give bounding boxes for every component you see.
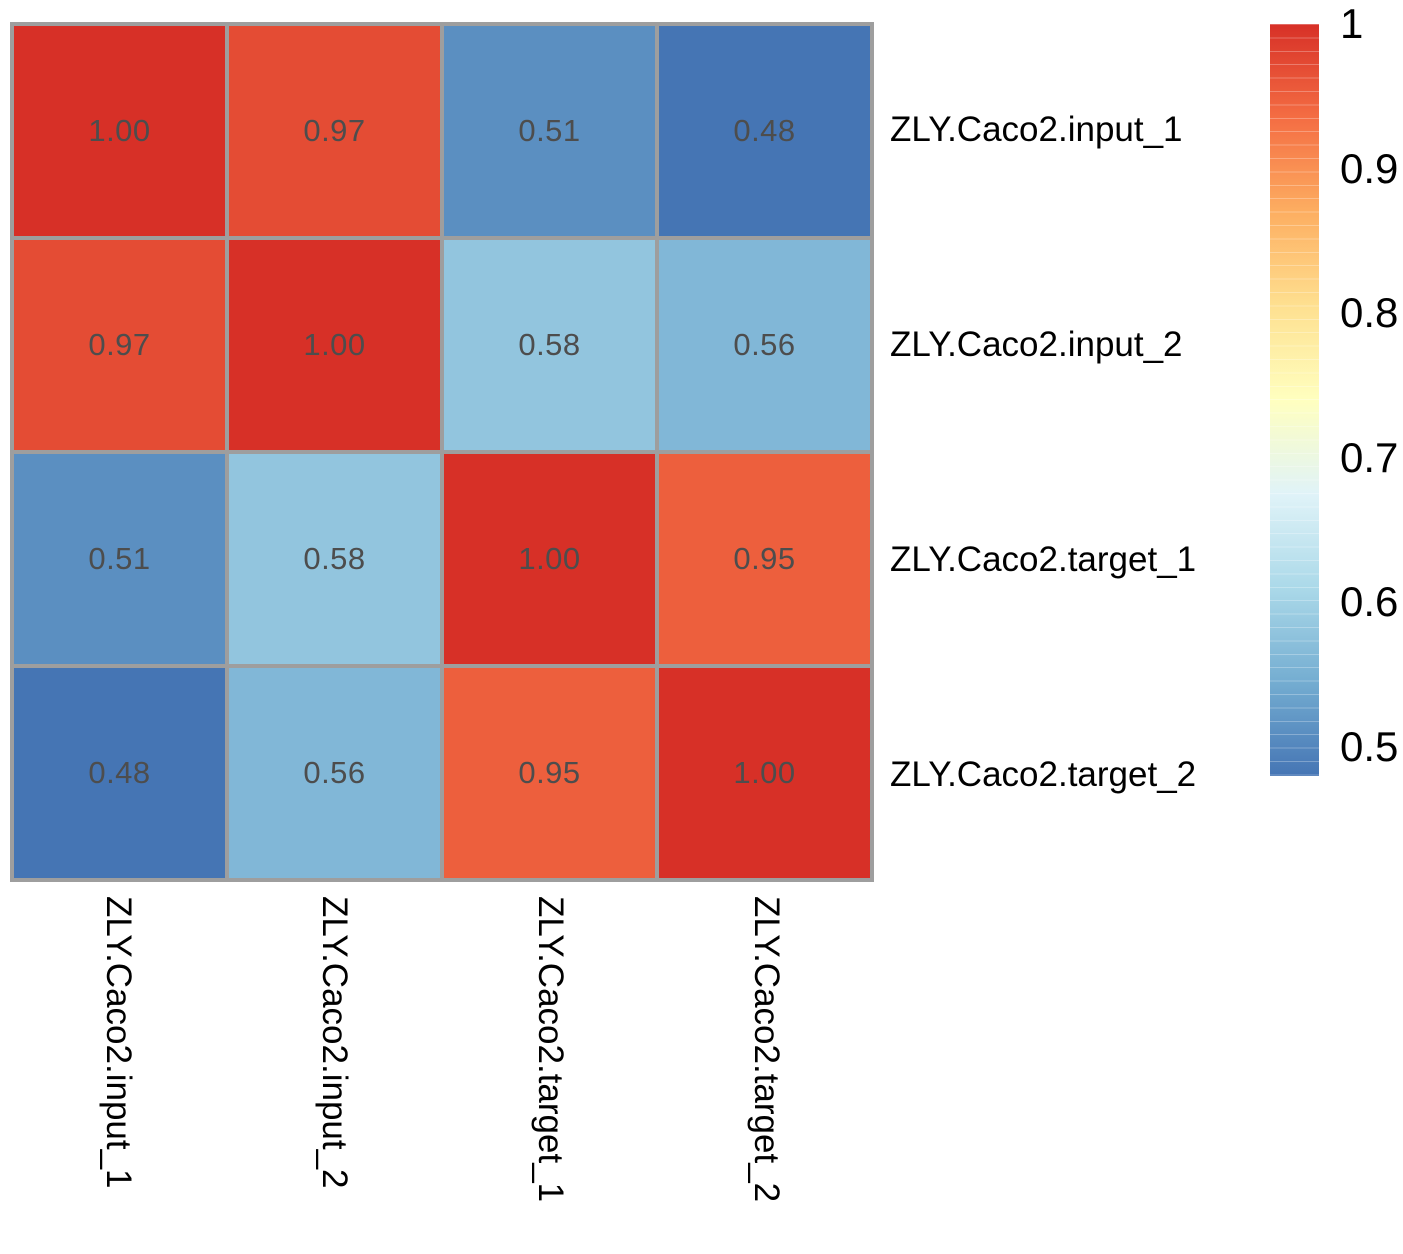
cell-value: 0.95 — [733, 541, 796, 576]
cell-value: 0.51 — [88, 541, 151, 576]
colorbar-gradient — [1270, 24, 1319, 776]
colorbar-tick-label: 0.8 — [1340, 289, 1399, 337]
column-label: ZLY.Caco2.input_1 — [99, 896, 138, 1189]
heatmap-cell: 0.56 — [229, 668, 440, 878]
column-label: ZLY.Caco2.target_2 — [747, 896, 786, 1203]
cell-value: 0.48 — [88, 755, 151, 790]
row-labels: ZLY.Caco2.input_1 ZLY.Caco2.input_2 ZLY.Ca… — [890, 22, 1260, 882]
cell-value: 0.95 — [518, 755, 581, 790]
row-label: ZLY.Caco2.target_1 — [890, 539, 1197, 579]
row-label: ZLY.Caco2.input_2 — [890, 324, 1183, 364]
heatmap-cell: 0.48 — [14, 668, 225, 878]
row-label: ZLY.Caco2.input_1 — [890, 109, 1183, 149]
cell-value: 0.51 — [518, 113, 581, 148]
heatmap-cell: 0.56 — [659, 240, 870, 450]
colorbar-tick-labels: 1 0.9 0.8 0.7 0.6 0.5 — [1340, 3, 1403, 776]
colorbar-tick-label: 1 — [1340, 0, 1364, 47]
cell-value: 0.48 — [733, 113, 796, 148]
colorbar-tick-label: 0.9 — [1340, 144, 1399, 192]
cell-value: 0.56 — [733, 327, 796, 362]
cell-value: 1.00 — [303, 327, 366, 362]
heatmap-cell: 1.00 — [444, 454, 655, 664]
heatmap-cell: 0.58 — [229, 454, 440, 664]
row-label: ZLY.Caco2.target_2 — [890, 754, 1197, 794]
cell-value: 1.00 — [733, 755, 796, 790]
colorbar-tick-label: 0.5 — [1340, 723, 1399, 771]
column-labels: ZLY.Caco2.input_1 ZLY.Caco2.input_2 ZLY.Ca… — [10, 896, 874, 1252]
column-label-slot: ZLY.Caco2.target_1 — [442, 896, 658, 1252]
heatmap-cell: 0.97 — [229, 26, 440, 236]
cell-value: 0.58 — [303, 541, 366, 576]
cell-value: 0.56 — [303, 755, 366, 790]
colorbar-segment-lines — [1270, 24, 1319, 776]
heatmap-cell: 0.51 — [444, 26, 655, 236]
colorbar-tick-label: 0.6 — [1340, 578, 1399, 626]
heatmap-cell: 0.97 — [14, 240, 225, 450]
heatmap-cell: 1.00 — [229, 240, 440, 450]
heatmap-cell: 0.48 — [659, 26, 870, 236]
colorbar — [1270, 24, 1319, 776]
heatmap-cell: 1.00 — [659, 668, 870, 878]
cell-value: 1.00 — [88, 113, 151, 148]
column-label-slot: ZLY.Caco2.input_1 — [10, 896, 226, 1252]
cell-value: 1.00 — [518, 541, 581, 576]
heatmap-cell: 0.95 — [659, 454, 870, 664]
cell-value: 0.97 — [303, 113, 366, 148]
heatmap-cell: 0.95 — [444, 668, 655, 878]
cell-value: 0.97 — [88, 327, 151, 362]
heatmap-cell: 0.58 — [444, 240, 655, 450]
colorbar-tick-label: 0.7 — [1340, 433, 1399, 481]
column-label-slot: ZLY.Caco2.input_2 — [226, 896, 442, 1252]
column-label-slot: ZLY.Caco2.target_2 — [658, 896, 874, 1252]
column-label: ZLY.Caco2.input_2 — [315, 896, 354, 1189]
cell-value: 0.58 — [518, 327, 581, 362]
heatmap-grid: 1.00 0.97 0.51 0.48 0.97 1.00 0.58 0.56 0.51 0.58… — [10, 22, 874, 882]
column-label: ZLY.Caco2.target_1 — [531, 896, 570, 1203]
heatmap-cell: 1.00 — [14, 26, 225, 236]
heatmap-cell: 0.51 — [14, 454, 225, 664]
